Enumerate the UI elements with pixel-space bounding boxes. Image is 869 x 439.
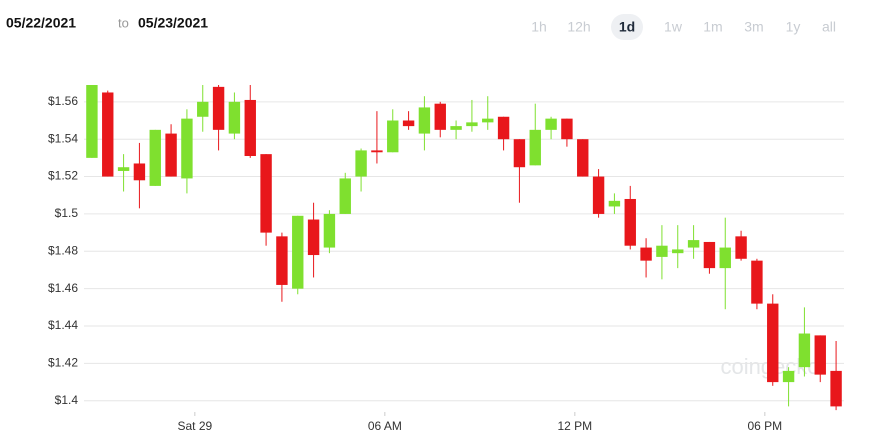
y-tick-label: $1.5 xyxy=(55,206,79,220)
candle-body xyxy=(434,103,446,130)
range-button[interactable]: 1y xyxy=(786,19,801,35)
candle-body xyxy=(497,116,510,140)
candle-body xyxy=(735,236,747,259)
range-button[interactable]: 1w xyxy=(664,19,683,35)
candle-body xyxy=(149,129,161,186)
candle-body xyxy=(561,118,573,140)
candle-body xyxy=(102,92,114,177)
candle-body xyxy=(672,249,684,254)
candle-body xyxy=(260,154,272,233)
candle-body xyxy=(402,120,415,127)
candle-body xyxy=(529,129,541,166)
candle-body xyxy=(608,200,621,207)
candle-body xyxy=(228,101,241,134)
candle-body xyxy=(165,133,177,177)
active-range-bg xyxy=(611,14,643,40)
candle-body xyxy=(450,126,462,130)
candle-body xyxy=(339,178,351,214)
candle-body xyxy=(767,303,779,383)
candle-body xyxy=(751,260,763,304)
candle-body xyxy=(371,150,383,153)
candle-body xyxy=(181,118,193,179)
candle-body xyxy=(323,213,336,248)
candle-body xyxy=(418,107,431,134)
candle-body xyxy=(782,370,795,383)
candle-body xyxy=(86,85,98,158)
x-tick-label: Sat 29 xyxy=(177,419,212,433)
x-tick-label: 06 AM xyxy=(368,419,402,433)
y-tick-label: $1.46 xyxy=(48,281,78,295)
candle-body xyxy=(513,139,526,168)
range-button[interactable]: 3m xyxy=(744,19,763,35)
y-tick-label: $1.48 xyxy=(48,243,78,257)
candle-body xyxy=(292,215,304,289)
y-tick-label: $1.4 xyxy=(55,393,79,407)
range-button[interactable]: 12h xyxy=(567,19,590,35)
candle-body xyxy=(212,86,225,130)
candle-body xyxy=(703,241,716,269)
candle-body xyxy=(656,245,668,257)
candle-body xyxy=(640,247,652,261)
candle-body xyxy=(197,101,209,117)
candle-body xyxy=(133,163,146,181)
range-button[interactable]: all xyxy=(822,19,836,35)
candle-body xyxy=(545,118,557,130)
candle-body xyxy=(387,120,399,153)
candle-body xyxy=(117,167,130,171)
candle-body xyxy=(687,240,700,248)
y-tick-label: $1.42 xyxy=(48,356,78,370)
candle-body xyxy=(624,198,636,246)
candle-body xyxy=(355,150,367,177)
candle-body xyxy=(592,176,605,214)
candle-body xyxy=(577,139,589,177)
candle-body xyxy=(482,118,494,123)
start-date: 05/22/2021 xyxy=(6,15,76,31)
range-button[interactable]: 1h xyxy=(531,19,547,35)
y-tick-label: $1.52 xyxy=(48,169,78,183)
x-tick-label: 12 PM xyxy=(557,419,592,433)
candle-body xyxy=(814,335,826,375)
range-button[interactable]: 1d xyxy=(619,19,635,35)
y-tick-label: $1.54 xyxy=(48,131,78,145)
end-date: 05/23/2021 xyxy=(138,15,208,31)
candle-body xyxy=(276,236,288,285)
candle-body xyxy=(719,247,731,269)
candle-body xyxy=(466,122,478,127)
candle-body xyxy=(244,99,256,157)
y-tick-label: $1.56 xyxy=(48,94,78,108)
candle-body xyxy=(307,219,320,256)
candle-body xyxy=(830,370,842,407)
range-button[interactable]: 1m xyxy=(703,19,722,35)
y-tick-label: $1.44 xyxy=(48,318,78,332)
candle-body xyxy=(798,333,811,368)
date-separator: to xyxy=(118,15,129,30)
x-tick-label: 06 PM xyxy=(747,419,782,433)
